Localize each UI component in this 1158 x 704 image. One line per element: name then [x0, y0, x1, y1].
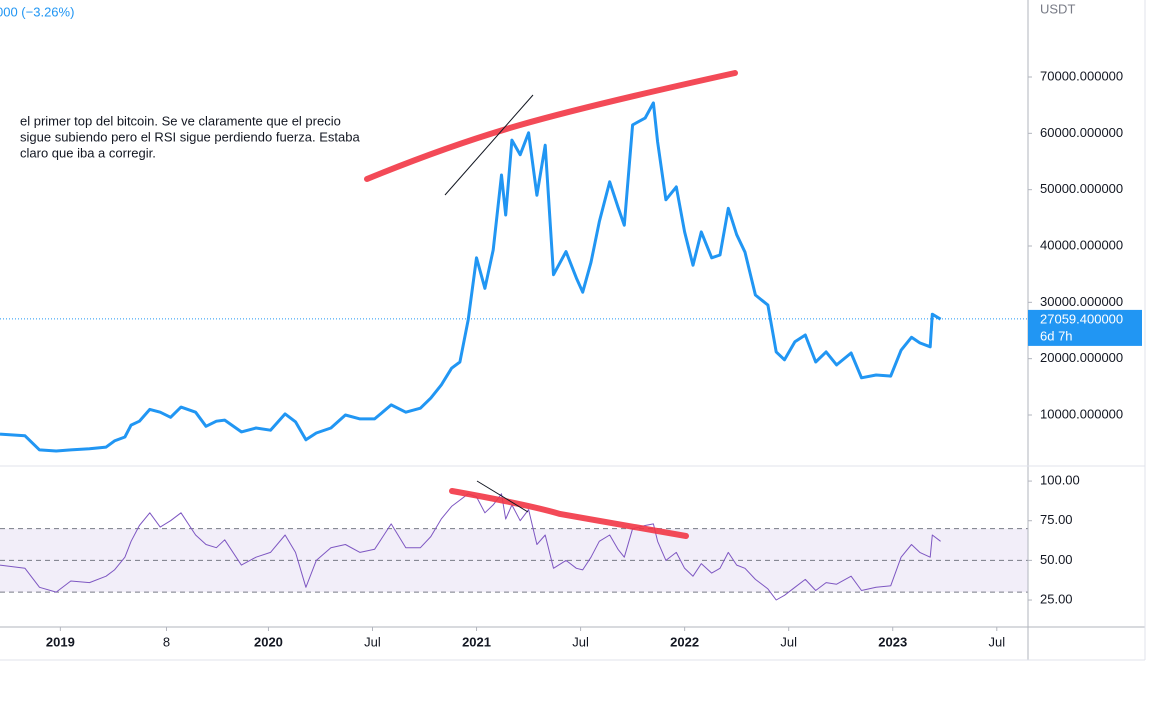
- y-tick-label: 40000.000000: [1040, 237, 1123, 252]
- y-tick-label: 10000.000000: [1040, 406, 1123, 421]
- header-change: 000 (−3.26%): [0, 4, 74, 19]
- drawn-line: [476, 480, 529, 513]
- y-tick-label: 70000.000000: [1040, 68, 1123, 83]
- x-tick-label: 2022: [670, 634, 699, 649]
- x-tick-label: 2023: [878, 634, 907, 649]
- y-tick-label: 25.00: [1040, 591, 1073, 606]
- x-tick-label: Jul: [780, 634, 797, 649]
- price-line: [0, 101, 942, 453]
- x-tick-label: 2020: [254, 634, 283, 649]
- y-tick-label: 60000.000000: [1040, 125, 1123, 140]
- rsi-line: [0, 493, 941, 601]
- x-tick-label: Jul: [572, 634, 589, 649]
- y-tick-label: 50000.000000: [1040, 181, 1123, 196]
- y-tick-label: 20000.000000: [1040, 350, 1123, 365]
- y-tick-label: 30000.000000: [1040, 294, 1123, 309]
- y-tick-label: 100.00: [1040, 473, 1080, 488]
- annotation-text: claro que iba a corregir.: [20, 145, 156, 160]
- x-tick-label: Jul: [364, 634, 381, 649]
- annotation-text: sigue subiendo pero el RSI sigue perdien…: [20, 129, 360, 144]
- y-tick-label: 50.00: [1040, 552, 1073, 567]
- marks: [0, 101, 1028, 601]
- x-tick-label: 8: [163, 634, 170, 649]
- y-axis-label: USDT: [1040, 1, 1075, 16]
- drawn-line: [444, 94, 534, 196]
- drawn-trendline: [364, 70, 738, 182]
- price-tag-value: 27059.400000: [1040, 311, 1123, 326]
- price-tag-countdown: 6d 7h: [1040, 328, 1073, 343]
- x-tick-label: 2019: [46, 634, 75, 649]
- x-tick-label: Jul: [988, 634, 1005, 649]
- x-tick-label: 2021: [462, 634, 491, 649]
- price-tag: [1028, 309, 1142, 346]
- panes: [0, 528, 1028, 593]
- drawn-trendline: [449, 488, 689, 539]
- annotation-text: el primer top del bitcoin. Se ve clarame…: [20, 113, 341, 128]
- y-tick-label: 75.00: [1040, 512, 1073, 527]
